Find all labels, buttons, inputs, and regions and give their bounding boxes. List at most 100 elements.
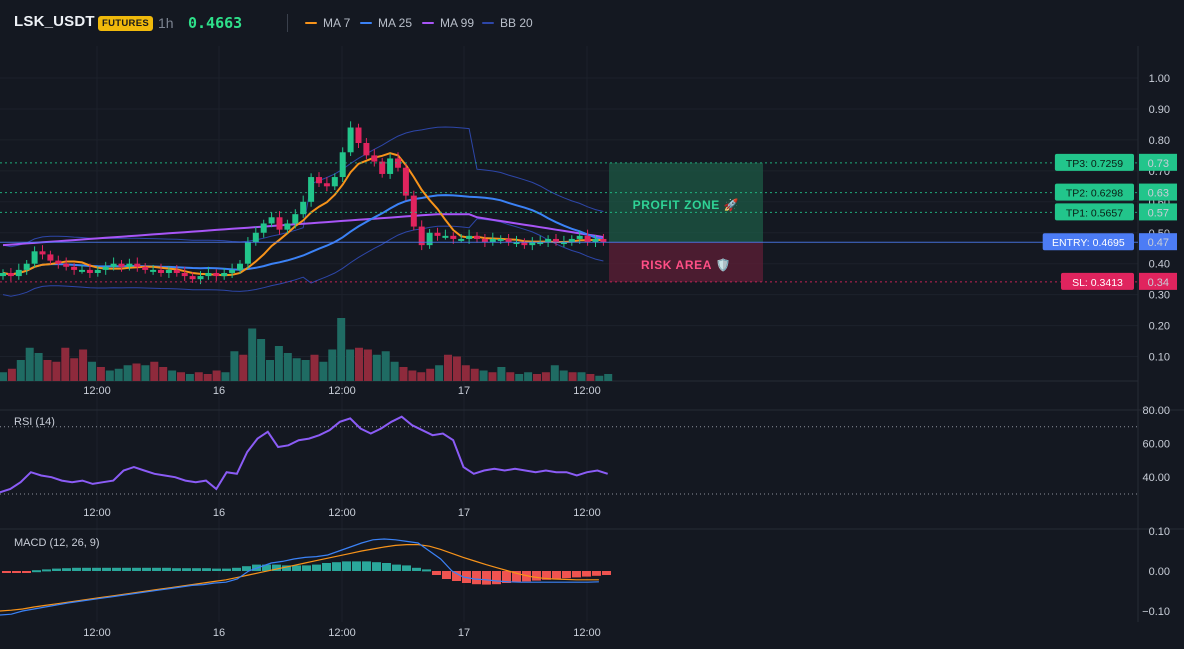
candle-body	[244, 242, 251, 264]
macd-histogram-bar	[322, 563, 331, 571]
volume-bar	[497, 367, 506, 381]
volume-bar	[604, 374, 613, 381]
volume-bar	[301, 360, 310, 381]
volume-bar	[328, 349, 337, 381]
macd-panel: MACD (12, 26, 9) 0.10 0.00 −0.10	[0, 526, 1170, 618]
candle-body	[189, 276, 196, 280]
time-label: 16	[213, 627, 225, 639]
volume-bar	[185, 374, 194, 381]
candle-body	[371, 155, 378, 162]
candle-body	[7, 272, 14, 277]
level-axis-tag	[1139, 183, 1177, 201]
macd-histogram-bar	[472, 571, 481, 585]
candle-body	[142, 266, 149, 270]
volume-bar	[452, 356, 461, 381]
macd-histogram-bar	[332, 562, 341, 571]
candle-body	[402, 167, 409, 196]
candle-body	[560, 242, 567, 245]
macd-histogram-bar	[22, 571, 31, 573]
candle-body	[173, 269, 180, 273]
macd-histogram-bar	[172, 568, 181, 571]
volume-bar	[444, 354, 452, 381]
trade-zones: PROFIT ZONE 🚀 RISK AREA 🛡️	[609, 162, 763, 282]
macd-tick: 0.10	[1149, 526, 1170, 538]
level-tag-label: TP1: 0.5657	[1066, 207, 1123, 219]
price-tick: 0.40	[1149, 259, 1170, 271]
legend-ma99[interactable]: MA 99	[422, 16, 474, 30]
legend-ma7[interactable]: MA 7	[305, 16, 350, 30]
legend-ma25[interactable]: MA 25	[360, 16, 412, 30]
volume-bar	[417, 372, 426, 381]
macd-histogram-bar	[212, 568, 221, 571]
macd-histogram-bar	[52, 568, 61, 571]
volume-bar	[274, 346, 283, 381]
time-label: 12:00	[573, 385, 601, 397]
volume-bar	[230, 351, 239, 381]
volume-bar	[79, 349, 88, 381]
candlesticks[interactable]	[0, 121, 607, 285]
volume-bar	[506, 372, 515, 381]
time-label: 17	[458, 507, 470, 519]
candle-body	[252, 232, 259, 243]
bb-upper	[2, 126, 604, 248]
candle-body	[323, 183, 330, 187]
futures-badge: FUTURES	[98, 16, 153, 31]
price-tick: 0.90	[1149, 104, 1170, 116]
candle-body	[268, 217, 275, 224]
level-axis-value: 0.63	[1148, 188, 1169, 200]
volume-bar	[52, 361, 61, 381]
legend-ma25-label: MA 25	[378, 16, 413, 30]
candle-body	[86, 269, 93, 273]
volume-bar	[283, 353, 292, 381]
candle-body	[513, 242, 520, 245]
volume-bar	[355, 347, 363, 381]
volume-bar	[524, 372, 533, 381]
macd-histogram-bar	[82, 567, 91, 571]
candle-body	[118, 263, 125, 267]
candle-body	[205, 272, 212, 277]
candle-body	[110, 263, 117, 267]
volume-bar	[372, 354, 381, 381]
time-label: 12:00	[328, 507, 356, 519]
candle-body	[31, 251, 38, 264]
macd-histogram-bar	[342, 561, 351, 571]
last-price: 0.4663	[188, 14, 243, 32]
bb-lower	[2, 218, 604, 297]
timeframe-label[interactable]: 1h	[158, 15, 174, 31]
level-tag-label: SL: 0.3413	[1072, 277, 1123, 289]
candle-body	[284, 223, 291, 230]
rsi-tick: 40.00	[1142, 472, 1170, 484]
volume-bar	[426, 368, 435, 381]
macd-line	[0, 538, 599, 616]
candle-body	[363, 142, 370, 156]
level-tag-label: TP3: 0.7259	[1066, 158, 1123, 170]
macd-histogram-bar	[112, 567, 121, 571]
level-tag-entry	[1042, 233, 1134, 251]
volume-bar	[266, 360, 274, 381]
volume-bar	[7, 368, 16, 381]
time-label: 17	[458, 627, 470, 639]
candle-body	[316, 177, 322, 184]
symbol-title[interactable]: LSK_USDT	[14, 13, 95, 30]
candle-body	[197, 276, 204, 280]
candle-body	[584, 235, 591, 243]
candle-body	[150, 269, 157, 272]
candle-body	[387, 158, 394, 174]
level-tag-tp	[1054, 183, 1134, 201]
price-tick: 0.20	[1149, 321, 1170, 333]
volume-bar	[141, 365, 150, 381]
time-label: 12:00	[83, 385, 111, 397]
macd-tick: 0.00	[1149, 566, 1170, 578]
volume-bar	[150, 361, 159, 381]
level-axis-tag	[1139, 203, 1177, 221]
macd-histogram-bar	[512, 571, 521, 583]
chart-header: LSK_USDT FUTURES 1h 0.4663 MA 7 MA 25 MA…	[0, 0, 1184, 46]
candle-body	[221, 272, 228, 277]
candle-body	[55, 260, 62, 264]
candle-body	[165, 269, 172, 273]
legend-bb20[interactable]: BB 20	[482, 16, 533, 30]
macd-histogram-bar	[232, 567, 241, 571]
macd-histogram-bar	[302, 565, 311, 571]
volume-bar	[568, 372, 577, 381]
